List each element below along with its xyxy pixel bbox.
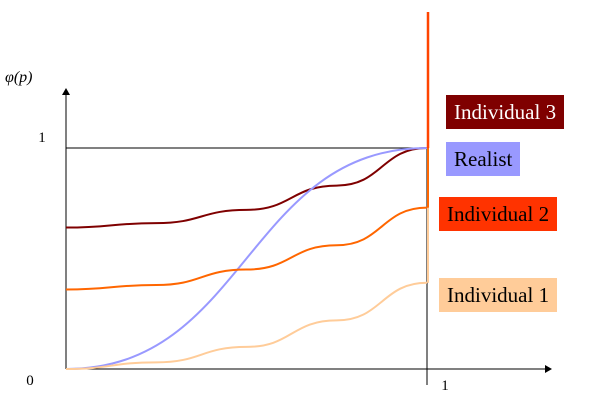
series-line-realist xyxy=(65,147,428,370)
tick-layer: 0 1 1 xyxy=(26,130,449,394)
y-axis-label: φ(p) xyxy=(5,69,33,86)
x-axis-arrow xyxy=(545,365,552,373)
y-tick-label: 1 xyxy=(38,130,46,146)
series-line-individual-2 xyxy=(65,206,428,291)
legend-item-individual-1: Individual 1 xyxy=(439,278,558,312)
legend-item-individual-3: Individual 3 xyxy=(446,95,565,129)
x-tick-label: 1 xyxy=(441,378,449,394)
x-tick-label: 0 xyxy=(26,373,34,389)
series-line-individual-3 xyxy=(65,147,428,229)
series-layer xyxy=(65,12,430,370)
series-line-individual-1 xyxy=(65,281,428,370)
legend-item-individual-2: Individual 2 xyxy=(439,197,558,231)
axes xyxy=(62,88,552,385)
y-axis-arrow xyxy=(62,88,70,95)
legend-item-realist: Realist xyxy=(446,142,521,176)
